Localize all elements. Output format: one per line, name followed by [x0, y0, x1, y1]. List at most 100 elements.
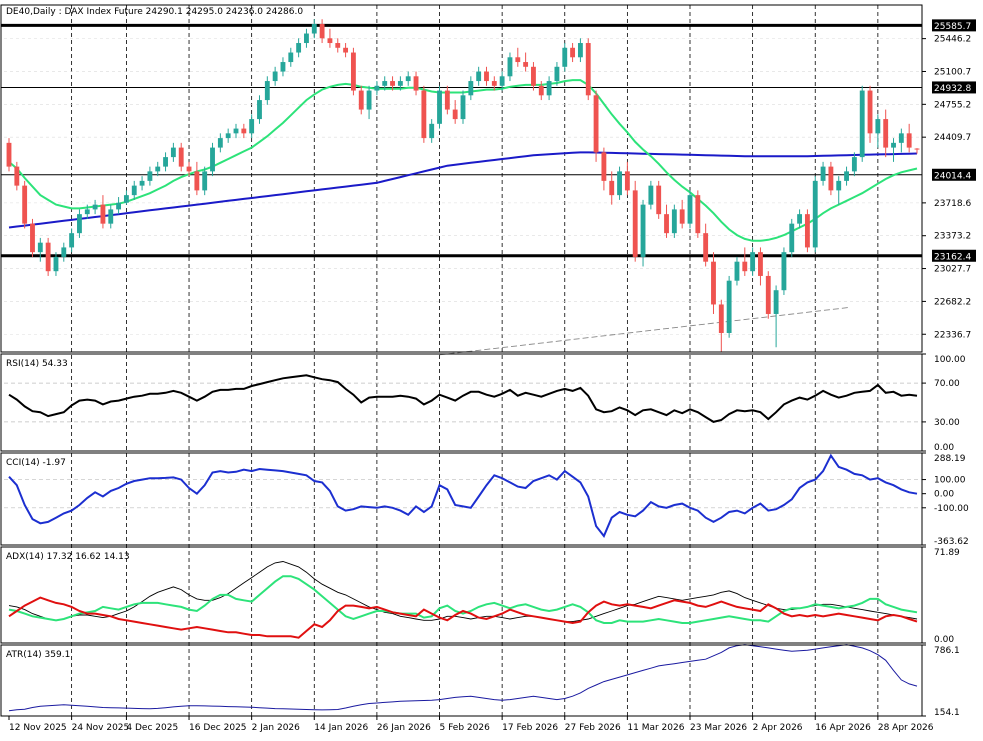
price-panel[interactable]	[6, 19, 920, 356]
candle-body[interactable]	[327, 38, 333, 44]
adx-series-line[interactable]	[8, 596, 918, 639]
candle-body[interactable]	[116, 202, 122, 210]
candle-body[interactable]	[546, 81, 552, 96]
candle-body[interactable]	[656, 185, 662, 215]
candle-body[interactable]	[452, 109, 458, 120]
candle-body[interactable]	[883, 119, 889, 148]
candle-body[interactable]	[343, 47, 349, 53]
adx-series-line[interactable]	[8, 575, 918, 624]
candle-body[interactable]	[468, 81, 474, 96]
candle-body[interactable]	[241, 128, 247, 134]
candle-body[interactable]	[131, 185, 137, 196]
candle-body[interactable]	[30, 223, 35, 253]
candle-body[interactable]	[108, 209, 114, 224]
candle-body[interactable]	[374, 85, 380, 91]
candle-body[interactable]	[609, 180, 615, 196]
candle-body[interactable]	[687, 195, 693, 224]
candle-body[interactable]	[358, 90, 364, 110]
candle-body[interactable]	[859, 90, 865, 158]
candle-body[interactable]	[601, 152, 607, 181]
candle-body[interactable]	[914, 148, 920, 150]
candle-body[interactable]	[711, 261, 716, 305]
candle-body[interactable]	[202, 171, 208, 191]
candle-body[interactable]	[538, 85, 544, 96]
candle-body[interactable]	[836, 180, 842, 191]
candle-body[interactable]	[217, 138, 223, 148]
candle-body[interactable]	[444, 90, 450, 110]
candle-body[interactable]	[53, 256, 59, 272]
candle-body[interactable]	[875, 119, 881, 134]
candle-body[interactable]	[679, 209, 685, 224]
candle-body[interactable]	[350, 52, 356, 91]
candle-body[interactable]	[14, 166, 20, 186]
candle-body[interactable]	[797, 214, 803, 224]
candle-body[interactable]	[22, 185, 28, 224]
candle-body[interactable]	[178, 147, 184, 167]
candle-body[interactable]	[891, 142, 896, 148]
candle-body[interactable]	[664, 214, 669, 234]
candle-body[interactable]	[491, 81, 497, 86]
candle-body[interactable]	[272, 71, 278, 82]
candle-body[interactable]	[397, 81, 403, 86]
candle-body[interactable]	[617, 171, 622, 196]
candle-body[interactable]	[648, 185, 654, 205]
candle-body[interactable]	[507, 57, 513, 77]
candle-body[interactable]	[147, 171, 153, 181]
candle-body[interactable]	[820, 166, 826, 181]
candle-body[interactable]	[6, 142, 12, 167]
candle-body[interactable]	[100, 204, 106, 224]
candle-body[interactable]	[194, 171, 200, 191]
candle-body[interactable]	[155, 166, 161, 172]
candle-body[interactable]	[499, 76, 505, 86]
candle-body[interactable]	[84, 209, 90, 215]
candle-body[interactable]	[296, 43, 302, 53]
candle-body[interactable]	[311, 24, 317, 34]
candle-body[interactable]	[718, 304, 724, 333]
candle-body[interactable]	[421, 90, 427, 139]
candle-body[interactable]	[570, 47, 576, 58]
candle-body[interactable]	[139, 180, 145, 186]
candle-body[interactable]	[781, 252, 787, 291]
candle-body[interactable]	[69, 233, 75, 248]
candle-body[interactable]	[476, 71, 482, 82]
candle-body[interactable]	[531, 66, 536, 86]
rsi-panel[interactable]: RSI(14) 54.33	[4, 359, 922, 423]
candle-body[interactable]	[186, 166, 192, 172]
candle-body[interactable]	[515, 57, 521, 63]
candle-body[interactable]	[734, 261, 740, 281]
atr-line[interactable]	[8, 644, 918, 712]
candle-body[interactable]	[789, 223, 795, 253]
candle-body[interactable]	[851, 157, 857, 172]
candle-body[interactable]	[382, 81, 388, 86]
candle-body[interactable]	[257, 100, 262, 120]
candle-body[interactable]	[45, 242, 51, 272]
ma-slow-line[interactable]	[8, 151, 918, 229]
candle-body[interactable]	[585, 43, 591, 96]
candle-body[interactable]	[280, 62, 286, 72]
candle-body[interactable]	[624, 171, 630, 191]
candle-body[interactable]	[61, 247, 67, 257]
candle-body[interactable]	[640, 204, 646, 257]
trendline[interactable]	[439, 306, 851, 356]
candle-body[interactable]	[523, 62, 529, 67]
candle-body[interactable]	[92, 204, 98, 210]
candle-body[interactable]	[413, 76, 419, 91]
cci-panel[interactable]: CCI(14) -1.97	[4, 453, 922, 538]
candle-body[interactable]	[437, 90, 442, 124]
cci-line[interactable]	[8, 453, 918, 538]
candle-body[interactable]	[170, 147, 176, 158]
candle-body[interactable]	[562, 47, 568, 67]
candle-body[interactable]	[758, 252, 763, 276]
candle-body[interactable]	[726, 280, 732, 333]
candle-body[interactable]	[703, 233, 709, 262]
candle-body[interactable]	[671, 209, 677, 234]
candle-body[interactable]	[460, 95, 466, 120]
candle-body[interactable]	[765, 275, 771, 314]
candle-body[interactable]	[319, 24, 325, 39]
rsi-line[interactable]	[8, 374, 918, 423]
candle-body[interactable]	[429, 123, 435, 139]
candle-body[interactable]	[225, 133, 231, 139]
candle-body[interactable]	[828, 166, 834, 191]
